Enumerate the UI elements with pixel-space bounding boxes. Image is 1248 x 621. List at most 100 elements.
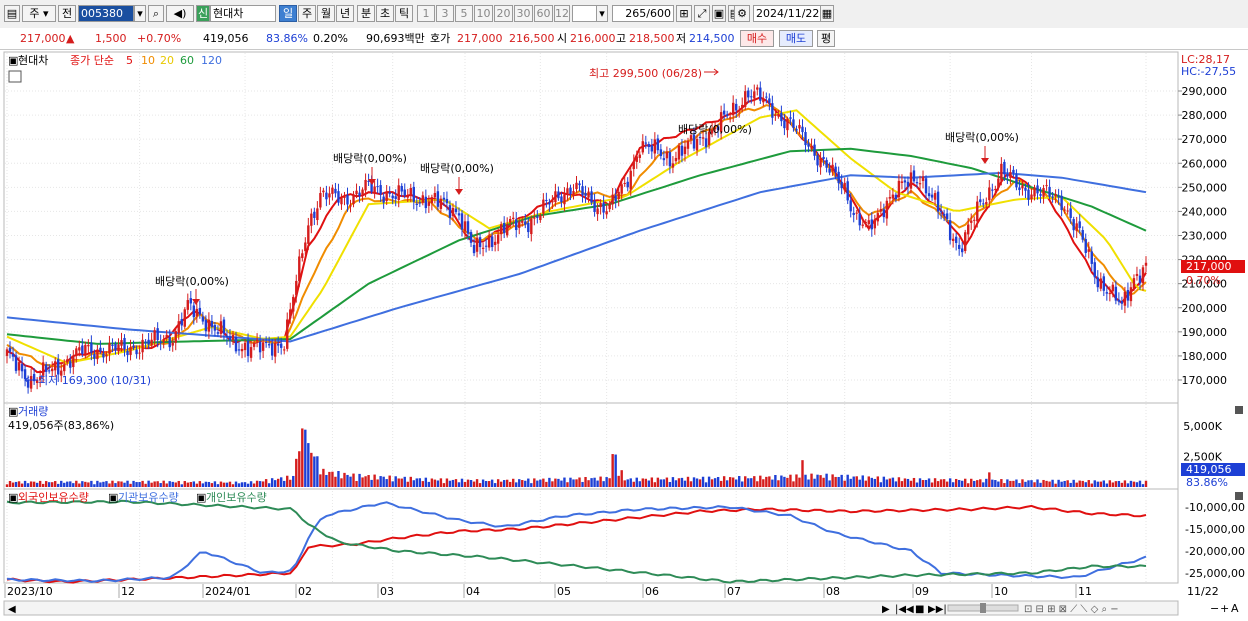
candle-body	[189, 298, 193, 304]
zoom-in-icon[interactable]: +	[1220, 602, 1229, 615]
candle-body	[295, 280, 298, 296]
scroll-right-icon[interactable]: ▶	[882, 604, 890, 615]
volume-panel-close-icon[interactable]	[1235, 406, 1243, 414]
stock-code-input[interactable]: 005380	[78, 5, 134, 22]
text-tool-icon[interactable]: A	[1231, 602, 1239, 615]
candle-body	[542, 199, 545, 214]
period-type-select[interactable]: 주 ▾	[22, 5, 56, 22]
candle-body	[954, 236, 958, 243]
candle-body	[783, 120, 786, 129]
period-second-button[interactable]: 초	[376, 5, 394, 22]
interval-dropdown-icon[interactable]: ▾	[596, 5, 608, 22]
volume-bar	[8, 481, 12, 487]
evaluate-button[interactable]: 평	[817, 30, 835, 47]
period-day-button[interactable]: 일	[279, 5, 297, 22]
volume-bar	[93, 484, 96, 487]
period-tick-button[interactable]: 틱	[395, 5, 413, 22]
table-toggle-icon[interactable]	[8, 70, 22, 83]
candle-body	[258, 341, 262, 353]
zoom-out-icon[interactable]: −	[1210, 602, 1219, 615]
candle-body	[641, 141, 644, 153]
stock-name-field[interactable]: 현대차	[210, 5, 276, 22]
interval-10-button[interactable]: 10	[474, 5, 493, 22]
candle-body	[572, 191, 575, 196]
candle-body	[1123, 291, 1127, 306]
gear-icon[interactable]: ⚙	[734, 5, 750, 22]
volume-bar	[466, 479, 470, 487]
volume-bar	[665, 477, 669, 487]
interval-20-button[interactable]: 20	[494, 5, 513, 22]
holdings-legend-box-icon-1[interactable]: ▣	[8, 491, 18, 504]
interval-1-button[interactable]: 1	[417, 5, 435, 22]
chart-scrollbar[interactable]	[3, 600, 1179, 616]
candle-body	[771, 103, 774, 118]
holdings-panel-close-icon[interactable]	[1235, 492, 1243, 500]
candle-body	[566, 188, 569, 194]
stop-icon[interactable]: ■	[915, 604, 924, 615]
volume-bar	[611, 454, 614, 487]
scroll-last-icon[interactable]: ▶▶|	[928, 604, 947, 615]
zoom-slider-thumb[interactable]	[980, 603, 986, 613]
period-minute-button[interactable]: 분	[357, 5, 375, 22]
candle-body	[87, 344, 90, 347]
interval-120-button[interactable]: 120	[554, 5, 570, 22]
candle-body	[283, 349, 286, 351]
crosshair-icon[interactable]: ⤢	[694, 5, 710, 22]
holdings-legend-box-icon-2[interactable]: ▣	[108, 491, 118, 504]
candle-body	[240, 349, 244, 352]
sell-button[interactable]: 매도	[779, 30, 813, 47]
volume-bar	[418, 478, 422, 487]
volume-bar	[204, 481, 208, 487]
period-week-button[interactable]: 주	[298, 5, 316, 22]
candle-type-icon[interactable]: ⊞	[676, 5, 692, 22]
interval-60-button[interactable]: 60	[534, 5, 553, 22]
prev-button[interactable]: 전	[58, 5, 76, 22]
candle-body	[864, 222, 867, 224]
period-year-button[interactable]: 년	[336, 5, 354, 22]
volume-bar	[957, 479, 961, 487]
candle-body	[313, 211, 316, 218]
volume-bar	[1003, 483, 1006, 487]
code-dropdown-icon[interactable]: ▾	[134, 5, 146, 22]
price-tick-label: 260,000	[1182, 157, 1228, 170]
date-input[interactable]: 2024/11/22	[753, 5, 821, 22]
scroll-first-icon[interactable]: |◀◀	[895, 604, 914, 615]
candle-body	[502, 222, 506, 234]
volume-bar	[527, 478, 530, 487]
volume-legend-box-icon[interactable]: ▣	[8, 405, 18, 418]
interval-3-button[interactable]: 3	[436, 5, 454, 22]
last-volume-tag	[1181, 463, 1245, 476]
calendar-icon[interactable]: ▦	[820, 5, 834, 22]
candle-body	[388, 192, 391, 194]
candle-body	[439, 198, 443, 209]
volume-bar	[26, 483, 30, 487]
candle-body	[198, 307, 202, 315]
candle-body	[385, 192, 388, 202]
data-count-field[interactable]: 265/600	[612, 5, 674, 22]
save-icon[interactable]: ▣	[712, 5, 726, 22]
sound-icon[interactable]: ◀)	[166, 5, 194, 22]
interval-30-button[interactable]: 30	[514, 5, 533, 22]
candle-body	[970, 220, 973, 223]
buy-button[interactable]: 매수	[740, 30, 774, 47]
candle-body	[180, 319, 183, 326]
candle-body	[1105, 292, 1109, 294]
volume-bar	[599, 476, 602, 487]
tool-icons[interactable]: ⊡ ⊟ ⊞ ⊠ ⟋ ⟍ ◇ ⌕ −	[1024, 604, 1119, 615]
volume-bar	[258, 481, 262, 487]
candle-body	[340, 197, 343, 205]
interval-5-button[interactable]: 5	[455, 5, 473, 22]
candle-body	[54, 361, 57, 371]
candle-body	[551, 200, 554, 203]
search-icon[interactable]: ⌕	[148, 5, 164, 22]
candle-body	[72, 356, 75, 368]
volume-bar	[340, 478, 343, 487]
holdings-legend-box-icon-3[interactable]: ▣	[196, 491, 206, 504]
volume-bar	[319, 474, 322, 487]
volume-bar	[252, 483, 256, 487]
legend-box-icon[interactable]: ▣	[8, 54, 18, 67]
scroll-left-icon[interactable]: ◀	[8, 604, 16, 615]
menu-icon[interactable]: ▤	[4, 5, 20, 22]
period-month-button[interactable]: 월	[317, 5, 335, 22]
candle-body	[716, 126, 720, 131]
